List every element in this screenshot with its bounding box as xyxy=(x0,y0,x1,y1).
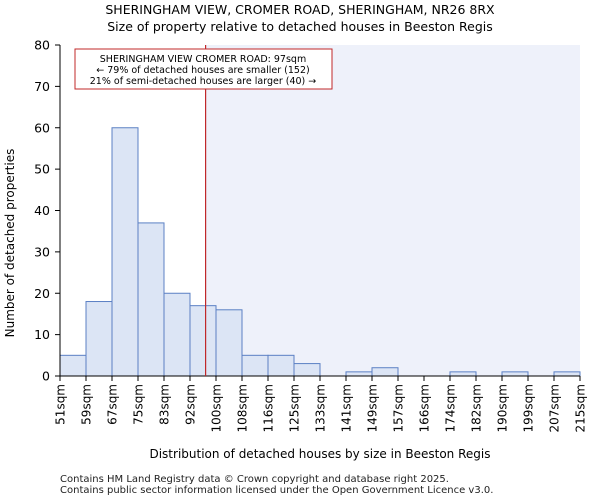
x-tick-label: 59sqm xyxy=(80,384,94,425)
x-tick-label: 133sqm xyxy=(314,384,328,432)
x-tick-label: 83sqm xyxy=(158,384,172,425)
y-tick-label: 20 xyxy=(34,286,50,301)
y-tick-label: 70 xyxy=(34,79,50,94)
histogram-bar xyxy=(293,363,321,377)
chart-subtitle: Size of property relative to detached ho… xyxy=(107,19,493,34)
y-tick-label: 30 xyxy=(34,244,50,259)
footer-line-1: Contains HM Land Registry data © Crown c… xyxy=(60,474,449,485)
chart-title-address: SHERINGHAM VIEW, CROMER ROAD, SHERINGHAM… xyxy=(105,2,495,17)
chart-title-block: SHERINGHAM VIEW, CROMER ROAD, SHERINGHAM… xyxy=(0,1,600,35)
histogram-bar xyxy=(163,292,191,377)
footer-line-2: Contains public sector information licen… xyxy=(60,485,494,496)
y-tick-label: 0 xyxy=(42,369,50,384)
histogram-bar xyxy=(215,309,243,377)
histogram-bar xyxy=(449,371,477,377)
x-tick-label: 157sqm xyxy=(392,384,406,432)
histogram-bar xyxy=(85,301,113,377)
x-tick-label: 75sqm xyxy=(132,384,146,425)
x-tick-label: 67sqm xyxy=(106,384,120,425)
histogram-bar xyxy=(345,371,373,377)
histogram-bar xyxy=(111,127,139,377)
x-tick-label: 108sqm xyxy=(236,384,250,432)
histogram-bar xyxy=(501,371,529,377)
histogram-bar xyxy=(553,371,581,377)
x-tick-label: 100sqm xyxy=(210,384,224,432)
histogram-bar xyxy=(267,354,295,377)
x-tick-label: 149sqm xyxy=(366,384,380,432)
annotation-line-3: 21% of semi-detached houses are larger (… xyxy=(90,76,317,87)
annotation-line-1: SHERINGHAM VIEW CROMER ROAD: 97sqm xyxy=(100,54,306,65)
y-tick-label: 80 xyxy=(34,38,50,53)
x-tick-label: 199sqm xyxy=(522,384,536,432)
x-tick-label: 215sqm xyxy=(574,384,588,432)
histogram-bar xyxy=(137,222,165,377)
x-tick-label: 174sqm xyxy=(444,384,458,432)
x-tick-label: 190sqm xyxy=(496,384,510,432)
x-axis-label: Distribution of detached houses by size … xyxy=(149,447,490,461)
footer-attribution: Contains HM Land Registry data © Crown c… xyxy=(60,474,493,496)
y-tick-label: 50 xyxy=(34,162,50,177)
x-tick-label: 116sqm xyxy=(262,384,276,432)
shaded-region xyxy=(205,45,580,376)
y-tick-label: 40 xyxy=(34,203,50,218)
y-tick-label: 10 xyxy=(34,327,50,342)
x-tick-label: 141sqm xyxy=(340,384,354,432)
histogram-bar xyxy=(189,305,217,377)
histogram-bar xyxy=(59,354,87,377)
y-tick-label: 60 xyxy=(34,120,50,135)
x-tick-label: 125sqm xyxy=(288,384,302,432)
x-tick-label: 51sqm xyxy=(54,384,68,425)
x-tick-label: 207sqm xyxy=(548,384,562,432)
annotation-box xyxy=(74,48,333,90)
x-tick-label: 182sqm xyxy=(470,384,484,432)
x-tick-label: 166sqm xyxy=(418,384,432,432)
x-tick-label: 92sqm xyxy=(184,384,198,425)
histogram-bar xyxy=(241,354,269,377)
y-axis-label: Number of detached properties xyxy=(3,149,17,338)
annotation-line-2: ← 79% of detached houses are smaller (15… xyxy=(96,65,309,76)
histogram-bar xyxy=(371,367,399,377)
